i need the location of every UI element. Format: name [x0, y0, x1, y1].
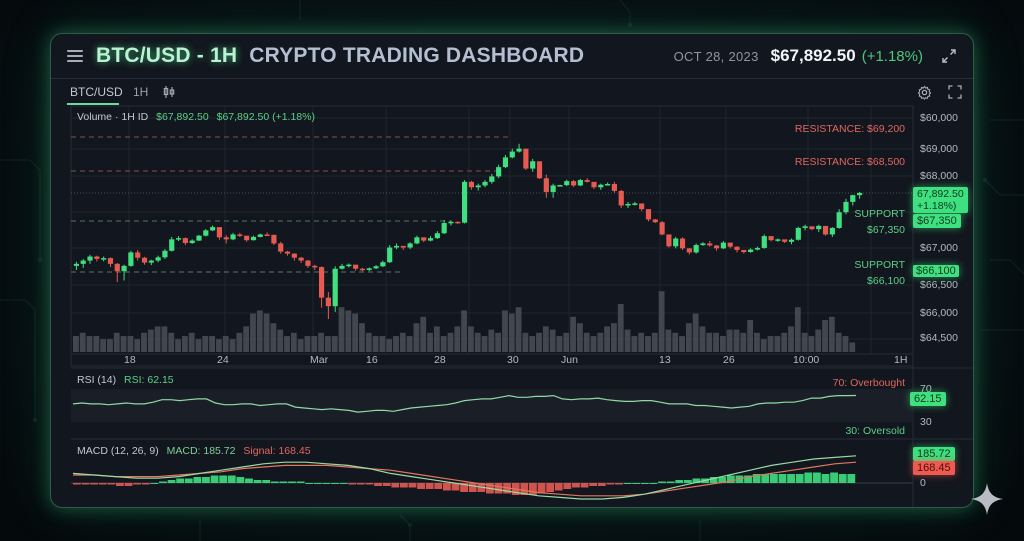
time-axis-label: 13	[659, 354, 671, 366]
macd-signal-label: Signal: 168.45	[243, 445, 311, 457]
resistance-label-2: RESISTANCE: $68,500	[794, 156, 905, 168]
time-axis-label: Mar	[310, 354, 329, 366]
price-axis-label: $64,500	[920, 332, 958, 344]
rsi-value-label: RSI: 62.15	[124, 374, 174, 386]
current-date: OCT 28, 2023	[673, 48, 759, 64]
legend-value-1: $67,892.50	[156, 111, 209, 123]
support-label-1-value: $67,350	[867, 224, 905, 236]
tab-1h[interactable]: 1H	[133, 85, 149, 99]
price-axis-label: $66,500	[920, 279, 958, 291]
support-2-price-tag: $66,100	[913, 265, 959, 277]
price-chart[interactable]	[51, 34, 974, 508]
pair-title: BTC/USD - 1H	[96, 44, 238, 67]
rsi-title: RSI (14)	[77, 374, 117, 386]
support-label-2-value: $66,100	[867, 275, 905, 287]
macd-value-tag: 185.72	[913, 447, 955, 461]
price-axis-label: $69,000	[920, 143, 958, 155]
support-label-1-title: SUPPORT	[854, 208, 905, 220]
trading-dashboard-panel: BTC/USD - 1H CRYPTO TRADING DASHBOARD OC…	[50, 33, 974, 508]
settings-icon[interactable]	[917, 85, 932, 100]
macd-title: MACD (12, 26, 9)	[77, 445, 159, 457]
dashboard-header: BTC/USD - 1H CRYPTO TRADING DASHBOARD OC…	[51, 34, 973, 79]
time-axis-label: 24	[217, 354, 229, 366]
legend-value-2: $67,892.50 (+1.18%)	[216, 111, 315, 123]
time-axis-label: 26	[723, 354, 735, 366]
chart-toolbar: BTC/USD 1H	[51, 79, 973, 105]
price-axis-label: $66,000	[920, 307, 958, 319]
time-axis-label: 28	[434, 354, 446, 366]
rsi-axis-70: 70	[920, 383, 932, 395]
price-axis-label: $67,000	[920, 242, 958, 254]
price-axis-label: $60,000	[920, 112, 958, 124]
resistance-label-1: RESISTANCE: $69,200	[794, 123, 905, 135]
fullscreen-icon[interactable]	[948, 85, 962, 99]
support-1-price-tag: $67,350	[913, 214, 961, 228]
app-title: CRYPTO TRADING DASHBOARD	[249, 44, 585, 67]
current-price-tag: 67,892.50 +1.18%)	[913, 187, 968, 213]
macd-value-label: MACD: 185.72	[166, 445, 236, 457]
legend-label: Volume · 1H ID	[77, 111, 149, 123]
hamburger-menu-icon[interactable]	[67, 50, 83, 62]
time-axis-label: Jun	[561, 354, 578, 366]
active-tab-indicator	[67, 103, 119, 105]
time-axis-label: 16	[366, 354, 378, 366]
macd-zero-label: 0	[920, 477, 926, 489]
rsi-legend: RSI (14) RSI: 62.15	[77, 374, 174, 386]
time-axis-label: 18	[124, 354, 136, 366]
tab-btc-usd[interactable]: BTC/USD	[70, 85, 123, 99]
macd-legend: MACD (12, 26, 9) MACD: 185.72 Signal: 16…	[77, 445, 311, 457]
sparkle-icon	[971, 483, 1003, 515]
support-label-2-title: SUPPORT	[854, 259, 905, 271]
current-price: $67,892.50	[770, 46, 856, 65]
time-axis-label: 10:00	[793, 354, 820, 366]
rsi-value-tag: 62.15	[910, 392, 946, 406]
macd-signal-tag: 168.45	[913, 461, 955, 475]
chart-legend: Volume · 1H ID $67,892.50 $67,892.50 (+1…	[77, 111, 315, 123]
price-change: (+1.18%)	[861, 47, 923, 65]
time-interval-label: 1H	[894, 354, 908, 366]
time-axis-label: 30	[507, 354, 519, 366]
expand-icon[interactable]	[941, 48, 957, 64]
rsi-oversold-label: 30: Oversold	[845, 425, 905, 437]
candlestick-icon[interactable]	[162, 85, 176, 99]
rsi-overbought-label: 70: Overbought	[832, 377, 905, 389]
rsi-axis-30: 30	[920, 416, 932, 428]
price-axis-label: $68,000	[920, 170, 958, 182]
